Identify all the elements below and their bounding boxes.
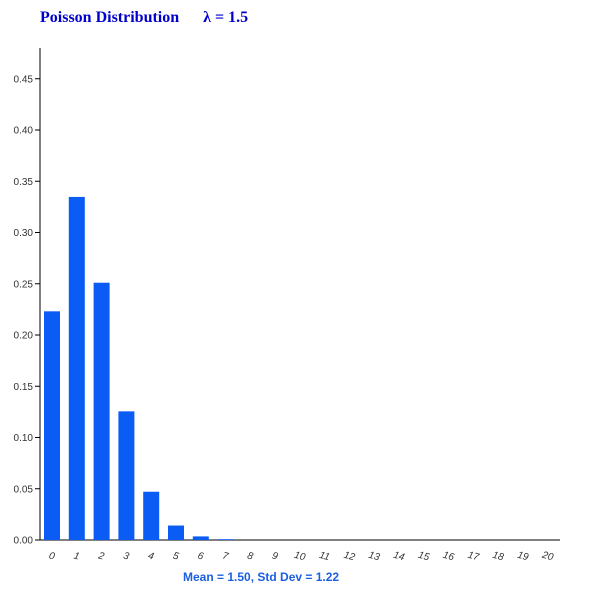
y-tick-label: 0.10 bbox=[14, 433, 34, 444]
y-tick-label: 0.15 bbox=[14, 382, 34, 393]
y-tick-label: 0.25 bbox=[14, 279, 34, 290]
bar-k-4 bbox=[143, 491, 160, 540]
x-tick-label: 14 bbox=[392, 550, 406, 564]
x-tick-label: 0 bbox=[48, 551, 57, 563]
y-axis: 0.00 0.05 0.10 0.15 0.20 0.25 0.30 0.35 0.40 0.45 bbox=[14, 48, 41, 547]
chart-title-row: Poisson Distribution λ = 1.5 bbox=[40, 9, 248, 27]
bar-k-5 bbox=[168, 525, 184, 540]
x-tick-label: 17 bbox=[466, 550, 480, 564]
x-tick-label: 16 bbox=[442, 550, 456, 564]
x-tick-label: 8 bbox=[246, 551, 255, 563]
y-tick-label: 0.00 bbox=[14, 536, 34, 547]
x-tick-label: 4 bbox=[147, 551, 156, 563]
x-tick-label: 1 bbox=[72, 551, 80, 563]
x-tick-label: 15 bbox=[417, 550, 431, 564]
x-tick-label: 3 bbox=[122, 551, 131, 563]
bar-k-0 bbox=[44, 311, 60, 540]
x-tick-label: 13 bbox=[367, 550, 381, 564]
summary-statistics: Mean = 1.50, Std Dev = 1.22 bbox=[183, 570, 340, 584]
bar-k-3 bbox=[118, 411, 135, 540]
bar-k-1 bbox=[68, 196, 85, 540]
x-tick-label: 9 bbox=[271, 551, 280, 563]
x-tick-label: 11 bbox=[318, 550, 331, 563]
y-tick-label: 0.35 bbox=[14, 177, 34, 188]
bars-group bbox=[44, 196, 234, 540]
y-tick-label: 0.05 bbox=[14, 484, 34, 495]
y-tick-label: 0.30 bbox=[14, 228, 34, 239]
x-tick-label: 2 bbox=[96, 550, 106, 562]
bar-k-2 bbox=[93, 282, 110, 540]
x-axis: 0 1 2 3 4 5 6 7 8 9 10 11 12 13 14 15 16 17 18 19 20 bbox=[40, 539, 560, 564]
x-tick-label: 20 bbox=[540, 550, 555, 564]
x-tick-label: 18 bbox=[491, 550, 505, 564]
x-tick-label: 5 bbox=[172, 551, 181, 563]
x-tick-label: 19 bbox=[516, 550, 530, 564]
y-tick-label: 0.45 bbox=[14, 74, 34, 85]
x-tick-label: 6 bbox=[196, 551, 205, 563]
y-tick-label: 0.40 bbox=[14, 126, 34, 137]
bar-k-6 bbox=[192, 536, 209, 540]
x-tick-label: 7 bbox=[221, 551, 230, 563]
y-tick-label: 0.20 bbox=[14, 331, 34, 342]
lambda-parameter: λ = 1.5 bbox=[203, 9, 249, 26]
chart-title: Poisson Distribution bbox=[40, 9, 180, 26]
x-tick-label: 12 bbox=[342, 550, 356, 564]
bar-k-7 bbox=[217, 539, 234, 540]
x-tick-label: 10 bbox=[293, 550, 307, 564]
